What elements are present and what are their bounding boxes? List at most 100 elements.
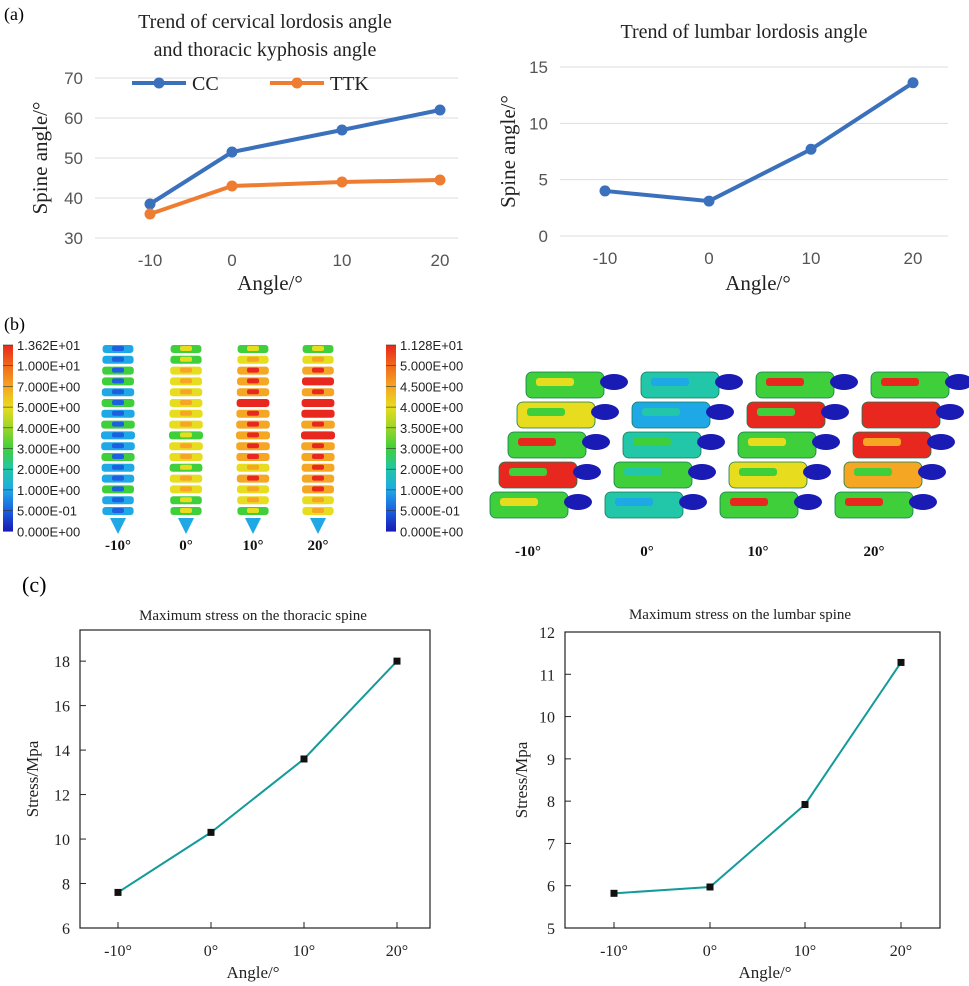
data-point	[907, 77, 919, 89]
y-axis-label: Spine angle/°	[496, 95, 520, 208]
spinous-process	[715, 374, 743, 390]
stress-region	[527, 408, 565, 416]
legend-value: 5.000E+00	[17, 400, 80, 415]
series-line-ttk	[149, 178, 441, 216]
data-point	[393, 657, 401, 665]
chart-thoracic-stress: Maximum stress on the thoracic spine 6 8 10…	[23, 608, 431, 982]
vertebra-core	[247, 400, 259, 405]
legend-marker	[291, 77, 303, 89]
chart-title: and thoracic kyphosis angle	[154, 39, 377, 61]
vertebra-core	[247, 432, 259, 438]
y-tick-label: 5	[547, 921, 555, 938]
vertebra-core	[112, 410, 124, 416]
stress-region	[881, 378, 919, 386]
vertebra-core	[312, 367, 324, 373]
y-tick-label: 11	[540, 667, 555, 684]
y-axis-label: Spine angle/°	[28, 102, 52, 215]
stress-legend-thoracic: 1.362E+01 1.000E+01 7.000E+00 5.000E+00 4.00…	[3, 338, 80, 539]
x-tick-label: 10°	[794, 943, 816, 960]
stress-region	[872, 408, 910, 416]
stress-legend-lumbar: 1.128E+01 5.000E+00 4.500E+00 4.000E+00 3.50…	[386, 338, 463, 539]
model-angle-label: 10°	[243, 538, 264, 554]
vertebra-core	[247, 421, 259, 427]
x-tick-label: 10	[802, 249, 821, 268]
data-point	[226, 180, 238, 192]
data-point	[434, 104, 446, 116]
legend-value: 4.000E+00	[400, 400, 463, 415]
spine-tip	[110, 518, 126, 534]
x-tick-label: 20	[904, 249, 923, 268]
data-point	[434, 174, 446, 186]
legend-label: CC	[192, 73, 219, 95]
y-tick-label: 10	[54, 832, 70, 849]
stress-region	[854, 468, 892, 476]
vertebra-core	[180, 367, 192, 373]
vertebra-core	[112, 389, 124, 395]
spinous-process	[600, 374, 628, 390]
x-tick-label: 0°	[703, 943, 717, 960]
stress-region	[757, 408, 795, 416]
vertebra-core	[312, 432, 324, 438]
y-axis-label: Stress/Mpa	[512, 741, 531, 818]
plot-frame	[79, 629, 431, 929]
x-tick-label: 0	[227, 251, 236, 270]
vertebra-core	[312, 454, 324, 459]
model-angle-label: 20°	[308, 538, 329, 554]
vertebra-core	[312, 378, 324, 384]
y-tick-label: 8	[547, 794, 555, 811]
spinous-process	[688, 464, 716, 480]
spinous-process	[679, 494, 707, 510]
data-point	[144, 198, 156, 210]
spinous-process	[909, 494, 937, 510]
panel-label-c: (c)	[22, 572, 46, 597]
y-tick-label: 6	[62, 921, 70, 938]
vertebra-core	[112, 508, 124, 513]
chart-lumbar-stress: Maximum stress on the lumbar spine 5 6 7 8 9 1…	[512, 607, 941, 982]
spinous-process	[591, 404, 619, 420]
chart-lumbar-lordosis: Trend of lumbar lordosis angle 0 5 10 15 -10 0…	[496, 21, 948, 295]
lumbar-spine-models: -10° 0° 10° 20°	[489, 371, 969, 560]
vertebra-core	[112, 432, 124, 438]
vertebra-core	[247, 464, 259, 470]
data-point	[801, 801, 809, 809]
vertebra-core	[247, 497, 259, 503]
y-tick-label: 70	[64, 69, 83, 88]
x-axis-label: Angle/°	[725, 271, 791, 295]
chart-title: Trend of lumbar lordosis angle	[620, 21, 867, 43]
spine-tip	[310, 518, 326, 534]
x-axis-label: Angle/°	[237, 271, 303, 295]
model-angle-label: 20°	[864, 544, 885, 560]
spinous-process	[830, 374, 858, 390]
data-point	[226, 146, 238, 158]
vertebra-core	[180, 389, 192, 395]
y-tick-label: 8	[62, 877, 70, 894]
y-tick-label: 50	[64, 149, 83, 168]
legend-value: 5.000E-01	[400, 504, 460, 519]
chart-cervical-thoracic: Trend of cervical lordosis angle and thor…	[28, 11, 458, 295]
x-tick-label: 20	[431, 251, 450, 270]
spinous-process	[564, 494, 592, 510]
y-axis-label: Stress/Mpa	[23, 740, 42, 817]
model-angle-label: -10°	[105, 538, 131, 554]
data-point	[703, 195, 715, 207]
series-line-ll	[604, 81, 915, 204]
vertebra-core	[112, 486, 124, 492]
vertebra-core	[180, 486, 192, 492]
data-point	[599, 185, 611, 197]
spinous-process	[582, 434, 610, 450]
data-point	[114, 888, 122, 896]
spinous-process	[821, 404, 849, 420]
vertebra-core	[247, 410, 259, 416]
vertebra-core	[247, 356, 259, 362]
vertebra-core	[312, 400, 324, 405]
stress-region	[739, 468, 777, 476]
model-angle-label: -10°	[515, 544, 541, 560]
vertebra-core	[247, 378, 259, 384]
panel-label-b: (b)	[4, 314, 25, 335]
x-tick-label: -10°	[104, 943, 132, 960]
legend-colorbar	[3, 345, 13, 532]
vertebra-core	[112, 356, 124, 362]
legend-value: 2.000E+00	[17, 462, 80, 477]
vertebra-core	[180, 400, 192, 405]
model-angle-label: 10°	[748, 544, 769, 560]
